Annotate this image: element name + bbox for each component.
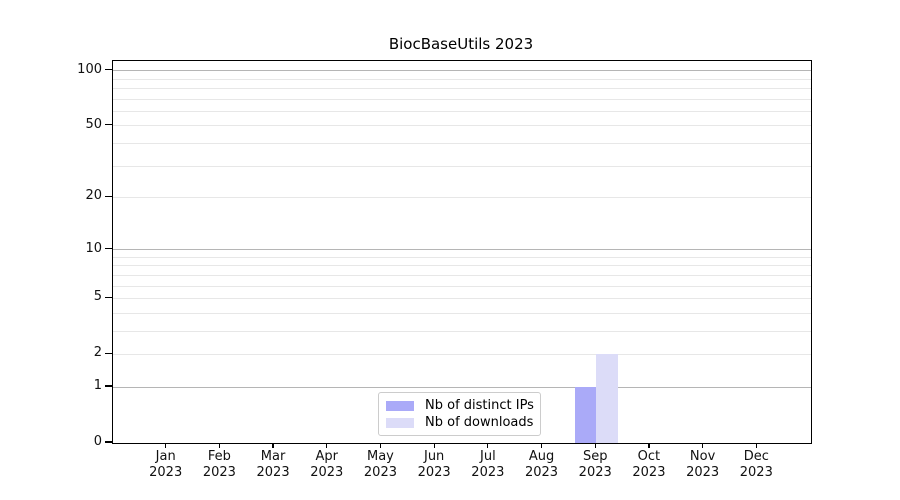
- minor-gridline: [113, 196, 811, 198]
- minor-gridline: [113, 330, 811, 332]
- major-gridline: [113, 70, 811, 72]
- plot-area: [112, 60, 812, 444]
- legend-swatch-icon: [386, 400, 414, 411]
- y-axis-tick: [105, 441, 112, 443]
- x-tick-label: Jul 2023: [460, 449, 516, 481]
- x-tick-label: Sep 2023: [567, 449, 623, 481]
- minor-gridline: [113, 285, 811, 287]
- y-tick-label: 1: [93, 378, 102, 394]
- x-tick-year: 2023: [202, 465, 236, 480]
- y-tick-label: 5: [93, 289, 102, 305]
- y-axis-tick: [105, 124, 112, 126]
- minor-gridline: [113, 125, 811, 127]
- x-tick-month: May: [367, 449, 394, 464]
- minor-gridline: [113, 265, 811, 267]
- y-axis-tick: [105, 247, 112, 250]
- bar-nb-of-distinct-ips: [574, 387, 597, 443]
- x-tick-label: Dec 2023: [728, 449, 784, 481]
- x-tick-label: Feb 2023: [191, 449, 247, 481]
- x-tick-year: 2023: [632, 465, 666, 480]
- chart-title: BiocBaseUtils 2023: [388, 35, 534, 53]
- x-tick-label: Oct 2023: [621, 449, 677, 481]
- y-tick-label: 10: [85, 240, 102, 256]
- y-tick-label: 2: [93, 345, 102, 361]
- minor-gridline: [113, 312, 811, 314]
- x-tick-month: Dec: [743, 449, 769, 464]
- y-tick-label: 100: [77, 61, 102, 77]
- bar-nb-of-downloads: [596, 354, 618, 443]
- major-gridline: [113, 386, 811, 388]
- x-tick-year: 2023: [417, 465, 451, 480]
- x-tick-month: Jan: [155, 449, 176, 464]
- legend-entry: Nb of distinct IPs: [386, 397, 534, 414]
- x-tick-label: May 2023: [352, 449, 408, 481]
- y-tick-label: 50: [85, 116, 102, 132]
- x-tick-label: Jun 2023: [406, 449, 462, 481]
- y-axis-tick: [105, 352, 112, 354]
- x-tick-year: 2023: [310, 465, 344, 480]
- x-tick-month: Mar: [260, 449, 286, 464]
- x-tick-year: 2023: [363, 465, 397, 480]
- x-tick-label: Mar 2023: [245, 449, 301, 481]
- minor-gridline: [113, 110, 811, 112]
- x-tick-month: Jul: [480, 449, 496, 464]
- minor-gridline: [113, 297, 811, 299]
- legend-entry: Nb of downloads: [386, 414, 533, 431]
- x-tick-label: Apr 2023: [299, 449, 355, 481]
- legend-label: Nb of downloads: [425, 415, 534, 430]
- y-axis-tick: [105, 296, 112, 299]
- minor-gridline: [113, 274, 811, 276]
- x-tick-year: 2023: [471, 465, 505, 480]
- x-tick-month: Oct: [637, 449, 661, 464]
- x-tick-year: 2023: [578, 465, 612, 480]
- y-axis-tick: [105, 69, 112, 71]
- x-tick-year: 2023: [739, 465, 773, 480]
- major-gridline: [113, 249, 811, 251]
- x-tick-month: Sep: [582, 449, 608, 464]
- x-tick-label: Jan 2023: [138, 449, 194, 481]
- legend: Nb of distinct IPs Nb of downloads: [378, 392, 541, 436]
- y-tick-label: 0: [93, 434, 102, 449]
- y-tick-label: 20: [85, 188, 102, 204]
- x-tick-year: 2023: [524, 465, 559, 480]
- bars-layer: [113, 61, 811, 443]
- x-tick-month: Aug: [528, 449, 555, 464]
- x-tick-month: Jun: [423, 449, 445, 464]
- x-tick-month: Apr: [315, 449, 339, 464]
- x-tick-year: 2023: [256, 465, 290, 480]
- x-tick-month: Feb: [207, 449, 231, 464]
- minor-gridline: [113, 88, 811, 90]
- minor-gridline: [113, 256, 811, 258]
- y-axis-tick: [105, 195, 112, 198]
- y-axis-tick: [105, 385, 112, 387]
- minor-gridline: [113, 353, 811, 355]
- x-tick-label: Aug 2023: [514, 449, 570, 481]
- gridlines-layer: [113, 61, 811, 443]
- legend-swatch-icon: [386, 417, 414, 428]
- x-tick-year: 2023: [149, 465, 183, 480]
- legend-label: Nb of distinct IPs: [425, 398, 534, 413]
- x-tick-label: Nov 2023: [675, 449, 731, 481]
- x-tick-year: 2023: [686, 465, 720, 480]
- x-tick-month: Nov: [689, 449, 716, 464]
- minor-gridline: [113, 98, 811, 100]
- minor-gridline: [113, 165, 811, 167]
- minor-gridline: [113, 142, 811, 144]
- minor-gridline: [113, 78, 811, 80]
